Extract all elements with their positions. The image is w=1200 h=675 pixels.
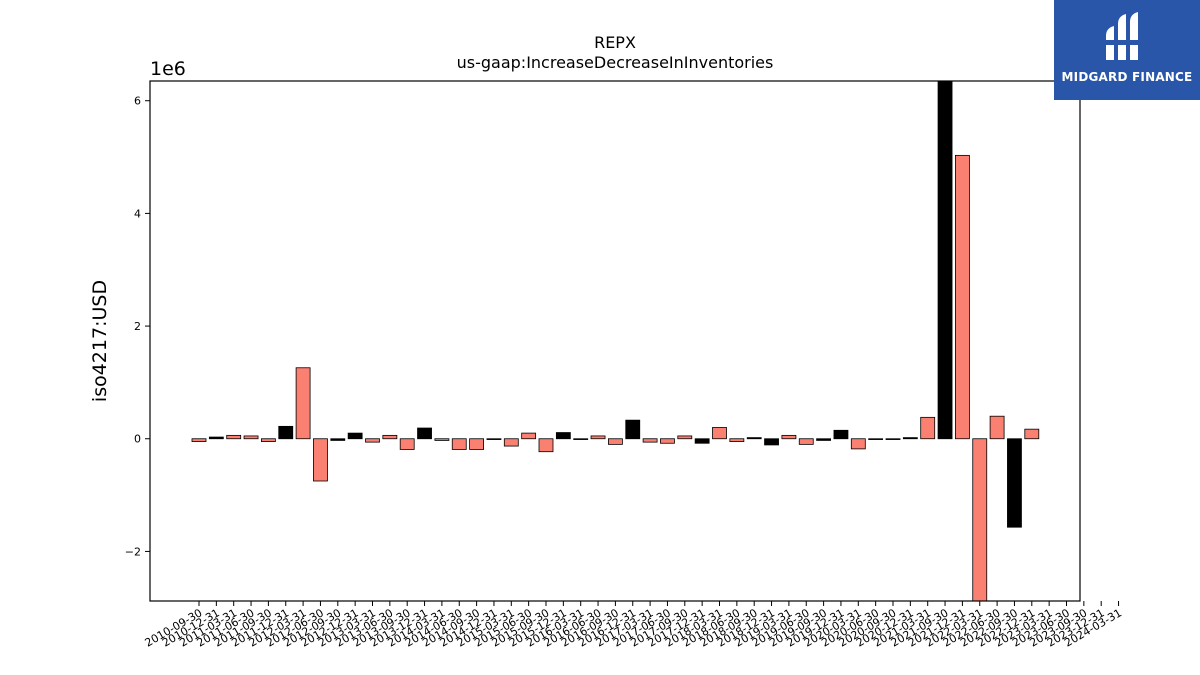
bar-23: [590, 435, 606, 440]
y-tick-label: 0: [134, 433, 141, 446]
y-tick-label: 6: [134, 95, 141, 108]
bar-20: [538, 438, 554, 453]
chart-title: REPX: [594, 33, 636, 52]
bar-16: [469, 438, 485, 450]
bar-36: [816, 438, 831, 441]
bar-45: [972, 438, 988, 602]
bar-40: [885, 438, 901, 440]
bar-14: [434, 438, 450, 441]
bar-39: [868, 438, 884, 440]
y-axis-label: iso4217:USD: [89, 280, 111, 402]
bar-35: [798, 438, 814, 445]
bar-19: [521, 432, 537, 440]
bar-37: [833, 429, 849, 440]
bar-44: [955, 154, 970, 440]
bar-27: [660, 438, 675, 444]
bar-6: [295, 367, 311, 440]
bar-46: [989, 415, 1005, 440]
bar-12: [399, 438, 415, 450]
y-tick-label: −2: [125, 545, 141, 558]
bar-41: [902, 437, 918, 440]
bars-group: [191, 80, 1040, 602]
bar-26: [642, 438, 658, 443]
bar-4: [260, 438, 276, 442]
bar-17: [486, 438, 502, 440]
bar-24: [608, 438, 623, 445]
bar-2: [226, 434, 242, 440]
y-tick-label: 4: [134, 207, 141, 220]
bar-15: [451, 438, 467, 450]
midgard-finance-logo: MIDGARD FINANCE: [1054, 0, 1200, 100]
bar-8: [330, 438, 346, 441]
y-tick-label: 2: [134, 320, 141, 333]
bar-18: [503, 438, 519, 447]
bar-11: [382, 434, 398, 440]
bar-1: [208, 436, 224, 440]
plot-frame: [149, 80, 1081, 602]
bar-31: [729, 438, 745, 442]
bar-3: [243, 435, 259, 440]
bar-25: [625, 419, 641, 440]
bar-38: [850, 438, 866, 450]
bar-28: [677, 435, 693, 440]
bar-43: [937, 80, 953, 440]
logo-mark-icon: [1106, 12, 1138, 60]
bar-13: [417, 427, 432, 440]
bar-30: [712, 427, 727, 440]
bar-9: [347, 432, 363, 440]
bar-7: [313, 438, 328, 482]
logo-text: MIDGARD FINANCE: [1061, 70, 1193, 84]
bar-22: [573, 438, 589, 440]
bar-42: [920, 416, 936, 440]
bar-33: [764, 438, 779, 446]
chart-subtitle: us-gaap:IncreaseDecreaseInInventories: [457, 53, 774, 72]
bar-10: [365, 438, 380, 443]
bar-48: [1024, 428, 1040, 440]
bar-34: [781, 434, 797, 440]
x-axis-ticks: 2010-09-302010-12-312011-03-312011-06-30…: [143, 601, 1124, 650]
bar-0: [191, 438, 207, 442]
scale-label: 1e6: [150, 58, 186, 80]
bar-5: [278, 425, 294, 440]
bar-21: [555, 432, 571, 440]
bar-29: [694, 438, 710, 444]
bar-47: [1007, 438, 1022, 528]
y-axis-ticks: −2 0 2 4 6: [125, 95, 150, 558]
bar-32: [746, 437, 762, 440]
